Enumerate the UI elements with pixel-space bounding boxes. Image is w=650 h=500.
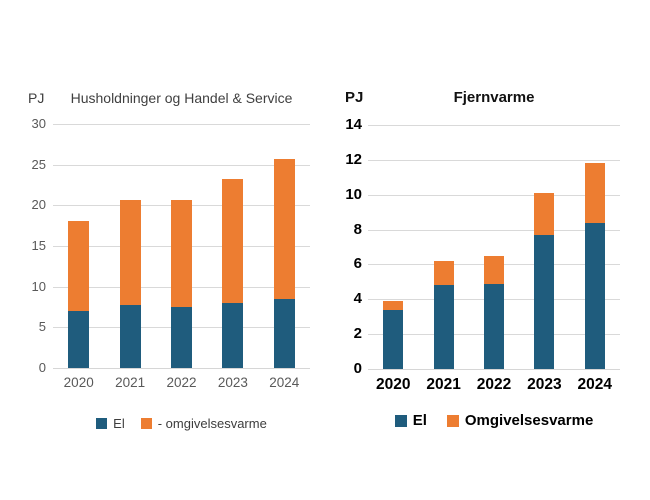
x-axis-tick-label: 2022 — [166, 375, 197, 390]
bar-segment-el — [171, 307, 192, 368]
bar-2022 — [484, 125, 504, 369]
legend-item-omgivelsesvarme: - omgivelsesvarme — [140, 416, 267, 431]
y-axis-tick-label: 12 — [345, 150, 362, 168]
y-axis-tick-label: 2 — [353, 325, 362, 343]
legend-swatch-omgivelsesvarme — [140, 418, 152, 429]
bar-segment-omgivelsesvarme — [68, 220, 90, 312]
bar-segment-omgivelsesvarme — [433, 260, 454, 286]
bar-segment-el — [383, 309, 404, 369]
legend-swatch-el — [96, 418, 108, 429]
bar-2020 — [383, 125, 404, 369]
bar-2023 — [222, 124, 244, 368]
chart-households-trade-service: PJ Husholdninger og Handel & Service 30 2… — [10, 85, 322, 450]
x-axis-tick-label: 2020 — [375, 376, 411, 393]
bar-2023 — [534, 125, 555, 369]
bar-segment-omgivelsesvarme — [383, 301, 404, 310]
bar-segment-el — [119, 304, 141, 368]
y-axis-unit-label: PJ — [345, 89, 364, 106]
bar-segment-el — [534, 234, 555, 369]
plot-area: 30 25 20 15 10 5 0 2020 2021 2022 2023 2024 — [32, 116, 310, 390]
legend-swatch-el — [394, 414, 407, 427]
legend-swatch-omgivelsesvarme — [446, 414, 459, 427]
legend-label-el: El — [113, 416, 125, 431]
bar-segment-omgivelsesvarme — [273, 158, 295, 299]
y-axis-unit-label: PJ — [28, 90, 45, 106]
legend-label-omgivelsesvarme: Omgivelsesvarme — [464, 412, 594, 429]
bar-segment-omgivelsesvarme — [222, 178, 244, 303]
y-axis-tick-label: 10 — [31, 278, 46, 294]
y-axis-tick-label: 6 — [353, 255, 362, 273]
y-axis-tick-label: 10 — [345, 185, 362, 203]
y-axis-tick-label: 8 — [353, 220, 362, 238]
bar-2020 — [68, 124, 90, 368]
bar-2024 — [584, 125, 605, 369]
bar-segment-el — [273, 298, 295, 368]
bar-segment-omgivelsesvarme — [119, 199, 141, 305]
y-axis-tick-label: 4 — [353, 290, 362, 308]
y-axis-tick-label: 0 — [353, 360, 362, 377]
chart-title: Husholdninger og Handel & Service — [70, 90, 293, 106]
bar-segment-omgivelsesvarme — [534, 192, 555, 235]
y-axis-tick-label: 25 — [31, 156, 46, 172]
legend-label-omgivelsesvarme: - omgivelsesvarme — [157, 416, 267, 431]
x-axis-tick-label: 2023 — [217, 375, 248, 390]
bar-2022 — [171, 124, 192, 368]
gridline — [53, 124, 310, 125]
bar-segment-omgivelsesvarme — [171, 199, 192, 307]
x-axis-tick-label: 2024 — [577, 376, 613, 393]
x-axis-tick-label: 2021 — [426, 376, 461, 393]
x-axis-tick-label: 2024 — [269, 375, 300, 390]
y-axis-tick-label: 14 — [345, 116, 362, 133]
bar-segment-el — [584, 222, 605, 369]
bar-segment-omgivelsesvarme — [584, 163, 605, 223]
bar-segment-omgivelsesvarme — [484, 255, 504, 284]
gridline — [368, 159, 620, 161]
chart-fjernvarme: PJ Fjernvarme 14 12 10 8 6 4 2 0 2020 2021 2022 202… — [330, 85, 642, 450]
y-axis-tick-label: 0 — [38, 360, 46, 375]
plot-area: 14 12 10 8 6 4 2 0 2020 2021 2022 2023 2024 — [345, 117, 620, 393]
gridline — [368, 229, 620, 231]
legend-label-el: El — [412, 412, 427, 429]
y-axis-tick-label: 20 — [31, 197, 46, 213]
legend: El - omgivelsesvarme — [53, 416, 310, 431]
bar-segment-el — [433, 285, 454, 369]
x-axis-tick-label: 2023 — [527, 376, 562, 393]
bar-segment-el — [484, 283, 504, 369]
y-axis-tick-label: 15 — [31, 238, 46, 253]
gridline — [53, 164, 310, 166]
gridline — [368, 194, 620, 196]
legend: El Omgivelsesvarme — [368, 412, 620, 429]
y-axis-tick-label: 30 — [31, 116, 46, 131]
bar-2024 — [273, 124, 295, 368]
x-axis-tick-label: 2022 — [476, 376, 512, 393]
bar-2021 — [119, 124, 141, 368]
y-axis-tick-label: 5 — [38, 319, 46, 335]
legend-item-el: El — [394, 412, 427, 429]
chart-title: Fjernvarme — [453, 89, 535, 106]
legend-item-el: El — [96, 416, 125, 431]
bar-segment-el — [222, 302, 244, 368]
gridline — [368, 125, 620, 126]
bar-segment-el — [68, 311, 90, 368]
x-axis-tick-label: 2020 — [63, 375, 94, 390]
legend-item-omgivelsesvarme: Omgivelsesvarme — [446, 412, 594, 429]
bar-2021 — [433, 125, 454, 369]
x-axis-tick-label: 2021 — [115, 375, 146, 390]
